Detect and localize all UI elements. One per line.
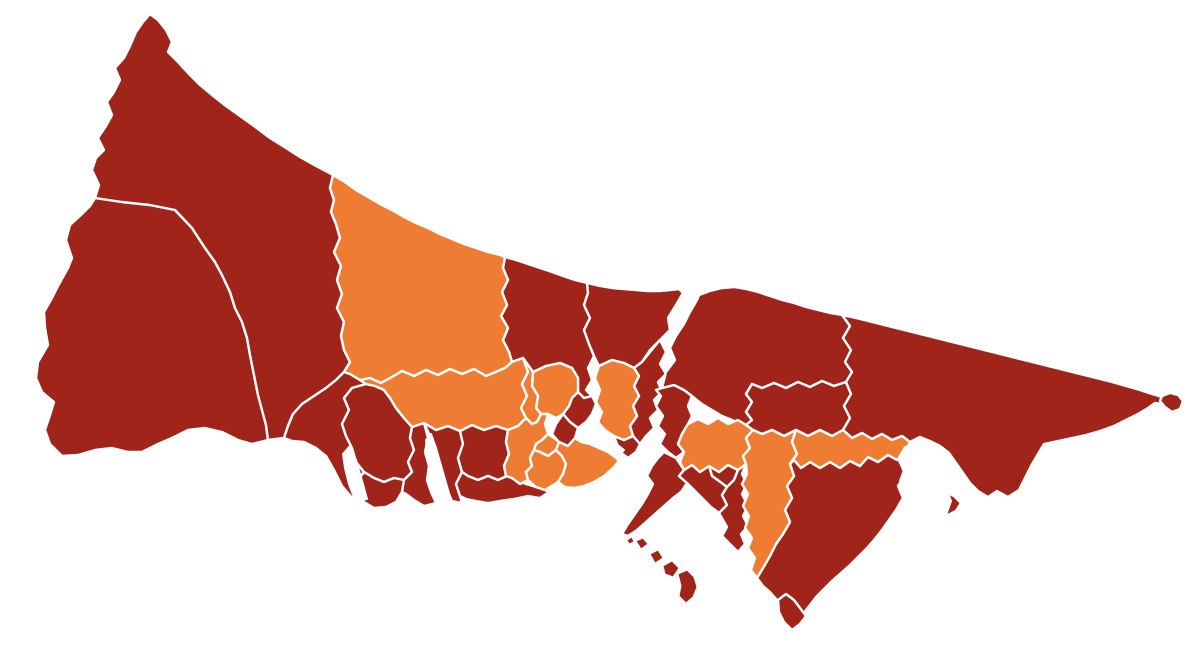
island-speck[interactable] (626, 536, 635, 545)
island-burgazada[interactable] (649, 549, 664, 564)
district-zeytinburnu[interactable] (524, 448, 568, 492)
buyukcekmece-lake (342, 445, 368, 501)
district-umraniye[interactable] (676, 416, 755, 474)
district-tuzla[interactable] (776, 592, 808, 632)
island-heybeliada[interactable] (662, 560, 680, 578)
district-sariyer[interactable] (582, 281, 685, 370)
district-cekmekoy[interactable] (744, 379, 853, 438)
district-kadikoy[interactable] (620, 450, 689, 538)
district-bakirkoy[interactable] (454, 470, 551, 505)
district-sile-east-knob[interactable] (1158, 391, 1185, 414)
district-arnavutkoy[interactable] (328, 173, 514, 385)
district-adalar[interactable] (626, 536, 698, 604)
kucukcekmece-lake (425, 433, 452, 502)
island-kinaliada[interactable] (635, 537, 649, 550)
omerli-reservoir (897, 442, 952, 555)
district-kagithane[interactable] (593, 358, 641, 442)
island-buyukada[interactable] (677, 569, 698, 604)
district-fatih[interactable] (554, 436, 621, 490)
district-bahcelievler[interactable] (456, 423, 511, 482)
golden-horn-inlet (588, 426, 625, 456)
district-uskudar[interactable] (654, 383, 694, 460)
district-sultanbeyli[interactable] (788, 428, 912, 470)
